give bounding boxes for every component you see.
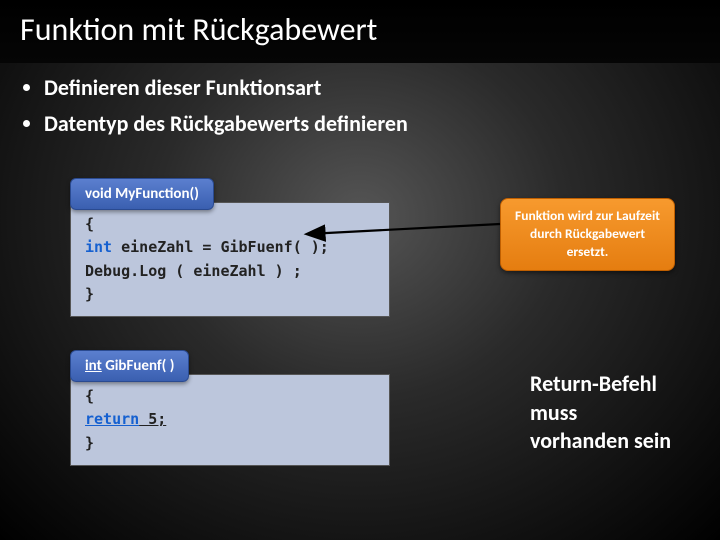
- keyword-type: int: [85, 238, 112, 256]
- callout-box: Funktion wird zur Laufzeit durch Rückgab…: [500, 198, 675, 271]
- code-line: int eineZahl = GibFuenf( );: [85, 236, 375, 259]
- code-text: GibFuenf( ): [102, 357, 175, 375]
- code-line: Debug.Log ( eineZahl ) ;: [85, 260, 375, 283]
- code-header: void MyFunction(): [70, 178, 214, 210]
- bullet-item: Datentyp des Rückgabewerts definieren: [44, 109, 690, 139]
- code-body: { int eineZahl = GibFuenf( ); Debug.Log …: [70, 202, 390, 317]
- bullet-item: Definieren dieser Funktionsart: [44, 73, 690, 103]
- keyword-type: int: [85, 357, 102, 375]
- keyword-return: return: [85, 410, 139, 428]
- bullet-list: Definieren dieser Funktionsart Datentyp …: [0, 63, 720, 154]
- code-text: 5;: [139, 410, 166, 428]
- side-note-line: muss: [530, 399, 671, 428]
- side-note-line: Return-Befehl: [530, 370, 671, 399]
- side-note: Return-Befehl muss vorhanden sein: [530, 370, 671, 456]
- code-body: { return 5; }: [70, 374, 390, 466]
- code-line: return 5;: [85, 408, 375, 431]
- side-note-line: vorhanden sein: [530, 427, 671, 456]
- page-title: Funktion mit Rückgabewert: [20, 10, 700, 49]
- code-line: {: [85, 385, 375, 408]
- code-text: eineZahl = GibFuenf( );: [112, 238, 329, 256]
- callout-text: Funktion wird zur Laufzeit durch Rückgab…: [515, 207, 660, 260]
- title-bar: Funktion mit Rückgabewert: [0, 0, 720, 63]
- code-line: {: [85, 213, 375, 236]
- code-block-myfunction: void MyFunction() { int eineZahl = GibFu…: [70, 178, 390, 317]
- code-line: }: [85, 432, 375, 455]
- code-line: }: [85, 283, 375, 306]
- code-header: int GibFuenf( ): [70, 350, 189, 382]
- code-block-gibfuenf: int GibFuenf( ) { return 5; }: [70, 350, 390, 466]
